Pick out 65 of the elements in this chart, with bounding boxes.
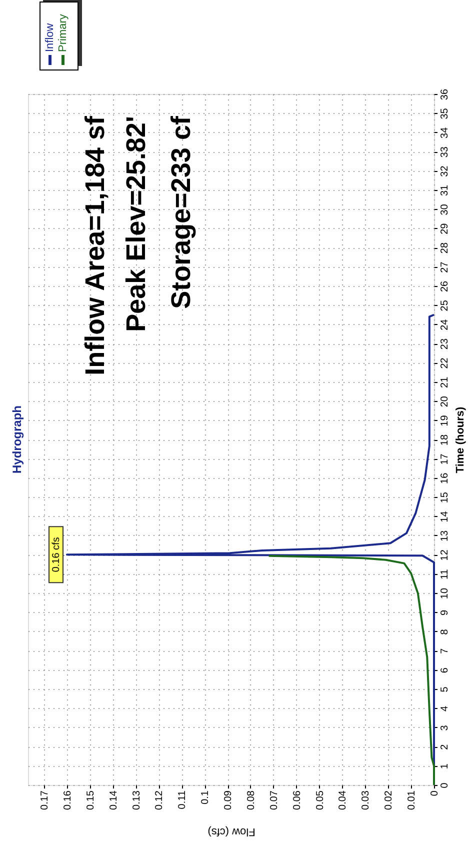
y-tick-label: 22 — [440, 357, 450, 369]
y-tick-label: 19 — [440, 414, 450, 426]
y-tick-label: 32 — [440, 165, 450, 177]
x-tick-label: 0.06 — [292, 790, 303, 810]
annotation: 0.16 cfs — [50, 537, 62, 572]
y-tick-label: 15 — [440, 492, 450, 504]
x-tick-label: 0.01 — [406, 790, 418, 810]
y-tick-label: 31 — [440, 184, 450, 196]
annotation: Peak Elev=25.82' — [121, 116, 151, 332]
y-tick-label: 9 — [440, 610, 450, 616]
y-tick-label: 5 — [440, 686, 450, 692]
x-tick-label: 0.17 — [40, 790, 51, 810]
line-series — [268, 554, 435, 786]
x-tick-label: 0.12 — [154, 790, 166, 810]
y-tick-label: 6 — [440, 667, 450, 674]
x-tick-label: 0.09 — [223, 790, 234, 810]
y-tick-label: 0 — [440, 782, 450, 788]
y-tick-label: 3 — [440, 724, 450, 731]
y-tick-label: 20 — [440, 396, 450, 408]
y-tick-label: 25 — [440, 300, 450, 312]
x-tick-label: 0.16 — [62, 790, 74, 810]
y-tick-label: 17 — [440, 453, 450, 465]
x-tick-label: 0.11 — [177, 790, 188, 810]
x-tick-label: 0.03 — [360, 790, 372, 810]
x-tick-label: 0.05 — [314, 790, 326, 810]
y-tick-label: 16 — [440, 472, 450, 484]
x-tick-label: 0.13 — [131, 790, 142, 810]
annotation: Inflow Area=1,184 sf — [80, 115, 110, 376]
y-tick-label: 1 — [440, 763, 450, 770]
text: Primary — [57, 14, 69, 52]
y-tick-label: 26 — [440, 280, 450, 292]
x-tick-label: 0.02 — [384, 790, 395, 810]
y-tick-label: 10 — [440, 588, 450, 600]
text: Inflow — [44, 23, 56, 52]
y-axis-title: Time (hours) — [454, 406, 466, 474]
x-tick-label: 0.08 — [246, 790, 257, 810]
x-axis-title: Flow (cfs) — [208, 826, 256, 838]
y-tick-label: 4 — [440, 706, 450, 712]
y-tick-label: 12 — [440, 549, 450, 561]
y-tick-label: 29 — [440, 222, 450, 234]
y-tick-label: 33 — [440, 146, 450, 158]
y-tick-label: 2 — [440, 744, 450, 750]
y-tick-label: 27 — [440, 261, 450, 273]
y-tick-label: 18 — [440, 434, 450, 446]
x-tick-label: 0.07 — [268, 790, 280, 810]
y-tick-label: 8 — [440, 628, 450, 635]
y-tick-label: 13 — [440, 530, 450, 542]
x-tick-label: 0 — [430, 790, 440, 796]
x-tick-label: 0.15 — [85, 790, 96, 810]
x-tick-label: 0.04 — [338, 790, 349, 810]
y-tick-label: 34 — [440, 126, 450, 138]
y-tick-label: 7 — [440, 648, 450, 654]
y-tick-label: 24 — [440, 318, 450, 330]
x-tick-label: 0.14 — [108, 790, 120, 810]
x-tick-label: 0.1 — [200, 790, 212, 804]
y-tick-label: 30 — [440, 204, 450, 216]
text: Hydrograph — [10, 405, 24, 474]
y-tick-label: 14 — [440, 510, 450, 522]
y-tick-label: 35 — [440, 108, 450, 120]
y-tick-label: 23 — [440, 338, 450, 350]
y-tick-label: 28 — [440, 242, 450, 254]
annotation: Storage=233 cf — [166, 115, 196, 309]
y-tick-label: 21 — [440, 376, 450, 388]
y-tick-label: 36 — [440, 88, 450, 100]
y-tick-label: 11 — [440, 568, 450, 580]
